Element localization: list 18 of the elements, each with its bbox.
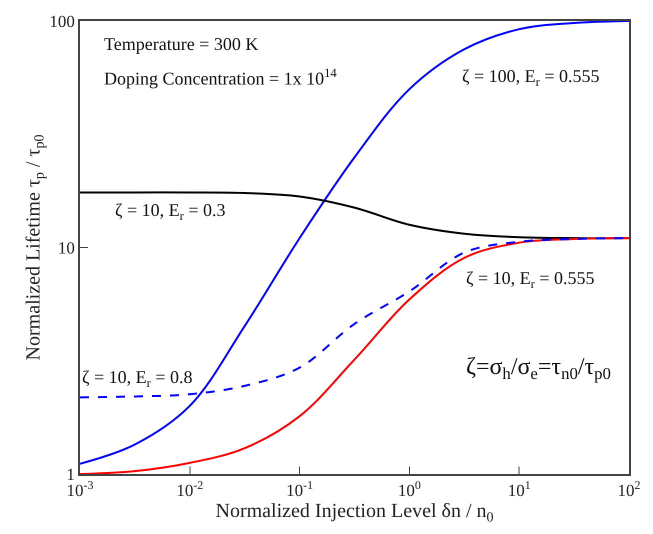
x-tick-label: 10$^{2}$ [618,478,641,500]
annotation: Doping Concentration = 1x 10$^{14}$ [104,66,338,89]
x-tick-label: 10$^{-2}$ [176,478,204,500]
line-series [80,237,629,474]
x-axis-title: Normalized Injection Level δn / n$_{0}$ [216,500,494,526]
y-tick-label: 1 [66,464,75,484]
annotation: ζ=σ$_{h}$/σ$_{e}$=τ$_{n0}$/τ$_{p0}$ [466,354,611,384]
series-label: ζ = 10, E$_{r}$ = 0.8 [82,367,192,390]
y-tick-label: 10 [58,238,75,258]
y-tick-label: 100 [49,12,75,31]
annotation: Temperature = 300 K [104,34,258,54]
x-tick-label: 10$^{0}$ [398,478,421,500]
series-label: ζ = 10, E$_{r}$ = 0.555 [466,268,594,291]
x-tick-label: 10$^{1}$ [508,478,531,500]
series-label: ζ = 100, E$_{r}$ = 0.555 [462,66,600,89]
x-tick-label: 10$^{-1}$ [286,478,314,500]
line-series [80,21,629,465]
series-label: ζ = 10, E$_{r}$ = 0.3 [115,200,226,223]
